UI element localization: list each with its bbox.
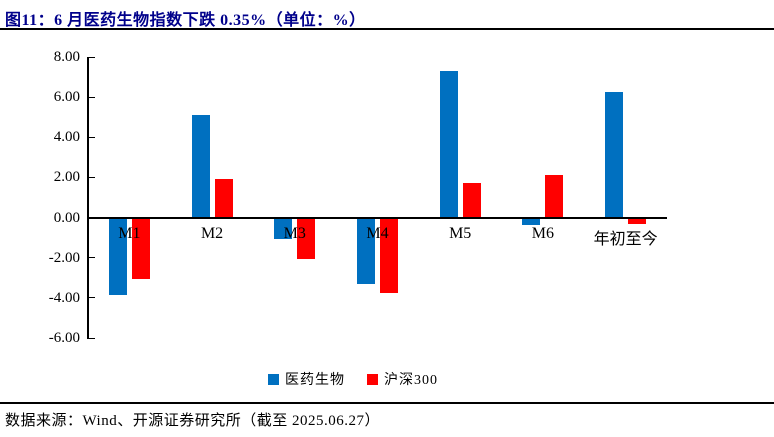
y-axis-tick — [88, 96, 95, 98]
y-axis-tick-label: 6.00 — [53, 89, 80, 106]
footer-separator-line — [0, 402, 774, 404]
y-axis-tick-label: 2.00 — [53, 169, 80, 186]
y-axis-tick — [88, 257, 95, 259]
x-axis-category-label: M2 — [200, 224, 224, 242]
bar-series1-M5 — [439, 71, 458, 218]
bar-series2-M4 — [380, 217, 398, 293]
y-axis-tick-label: 0.00 — [53, 209, 80, 226]
legend-swatch — [367, 373, 378, 385]
y-axis-line — [87, 57, 89, 339]
y-axis-tick-label: 4.00 — [53, 129, 80, 146]
y-axis-tick — [88, 297, 95, 299]
y-axis-tick-label: -6.00 — [48, 330, 80, 346]
bar-series1-年初至今 — [605, 92, 624, 218]
chart-legend: 医药生物 沪深300 — [88, 369, 618, 389]
y-axis-tick-label: -2.00 — [48, 249, 80, 266]
x-axis-zero-line — [88, 216, 667, 219]
x-axis-category-label: M5 — [449, 224, 472, 242]
legend-label: 沪深300 — [384, 373, 438, 388]
bar-series2-年初至今 — [628, 217, 647, 224]
data-source-note: 数据来源：Wind、开源证券研究所（截至 2025.06.27） — [5, 413, 380, 429]
bar-series2-M2 — [214, 178, 233, 218]
x-axis-category-label: M6 — [531, 224, 555, 242]
bar-series1-M1 — [108, 217, 127, 295]
bar-series2-M3 — [297, 217, 316, 259]
y-axis-tick — [88, 136, 95, 138]
x-axis-category-label: M3 — [283, 224, 306, 242]
legend-swatch — [268, 373, 279, 385]
y-axis-tick — [88, 337, 95, 339]
chart-title: 图11：6 月医药生物指数下跌 0.35%（单位：%） — [5, 12, 366, 29]
y-axis-tick — [88, 176, 95, 178]
x-axis-category-label: M4 — [366, 224, 389, 242]
x-axis-category-label: 年初至今 — [593, 230, 658, 248]
title-separator-line — [0, 28, 774, 30]
bar-series1-M3 — [274, 217, 293, 240]
y-axis-tick — [88, 56, 95, 58]
x-axis-category-label: M1 — [118, 224, 141, 242]
y-axis-tick-label: -4.00 — [48, 289, 80, 306]
bar-series1-M2 — [191, 115, 210, 218]
y-axis-tick-label: 8.00 — [53, 49, 80, 65]
bar-series2-M1 — [131, 217, 150, 279]
bar-series1-M6 — [522, 217, 541, 225]
bar-series2-M5 — [462, 183, 481, 218]
bar-series2-M6 — [545, 175, 564, 218]
legend-item: 沪深300 — [367, 369, 438, 389]
legend-item: 医药生物 — [268, 369, 345, 389]
legend-label: 医药生物 — [285, 373, 345, 388]
bar-series1-M4 — [357, 217, 375, 284]
